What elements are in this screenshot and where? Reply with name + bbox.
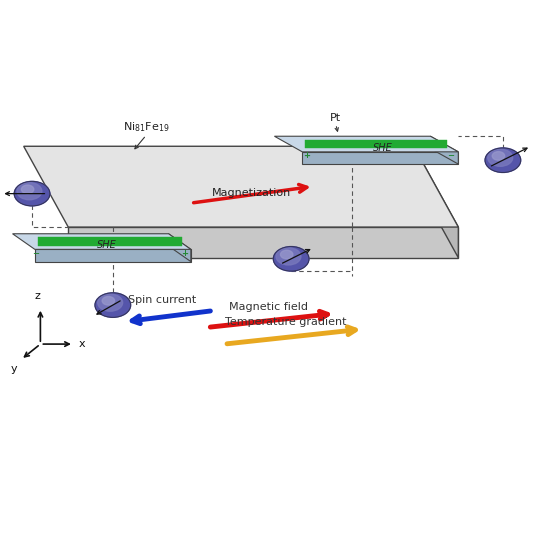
- Text: +: +: [304, 151, 310, 160]
- Ellipse shape: [14, 181, 50, 206]
- Ellipse shape: [488, 149, 513, 166]
- Ellipse shape: [485, 148, 521, 172]
- Polygon shape: [414, 146, 458, 258]
- Polygon shape: [305, 139, 447, 148]
- Text: SHE: SHE: [97, 240, 117, 250]
- Text: Pt: Pt: [330, 114, 341, 123]
- Polygon shape: [302, 152, 458, 164]
- Polygon shape: [12, 234, 191, 249]
- Text: −: −: [447, 151, 454, 160]
- Text: y: y: [11, 364, 17, 374]
- Text: −: −: [32, 249, 39, 258]
- Polygon shape: [274, 136, 458, 152]
- Ellipse shape: [492, 152, 505, 160]
- Text: x: x: [78, 339, 85, 349]
- Ellipse shape: [97, 294, 123, 311]
- Text: Spin current: Spin current: [128, 295, 197, 305]
- Ellipse shape: [276, 248, 301, 265]
- Ellipse shape: [281, 250, 293, 259]
- Text: Magnetization: Magnetization: [212, 188, 291, 198]
- Ellipse shape: [95, 293, 130, 318]
- Text: SHE: SHE: [373, 143, 393, 153]
- Polygon shape: [68, 227, 458, 258]
- Polygon shape: [169, 234, 191, 262]
- Polygon shape: [431, 136, 458, 164]
- Text: Magnetic field: Magnetic field: [229, 302, 308, 312]
- Text: $\mathrm{Ni}_{81}\mathrm{Fe}_{19}$: $\mathrm{Ni}_{81}\mathrm{Fe}_{19}$: [123, 120, 170, 134]
- Polygon shape: [35, 249, 191, 262]
- Polygon shape: [24, 146, 458, 227]
- Polygon shape: [38, 237, 183, 246]
- Text: Temperature gradient: Temperature gradient: [225, 318, 347, 328]
- Text: z: z: [35, 291, 40, 301]
- Ellipse shape: [21, 185, 34, 194]
- Ellipse shape: [102, 296, 115, 305]
- Text: +: +: [181, 249, 188, 258]
- Ellipse shape: [273, 246, 309, 271]
- Ellipse shape: [17, 183, 42, 200]
